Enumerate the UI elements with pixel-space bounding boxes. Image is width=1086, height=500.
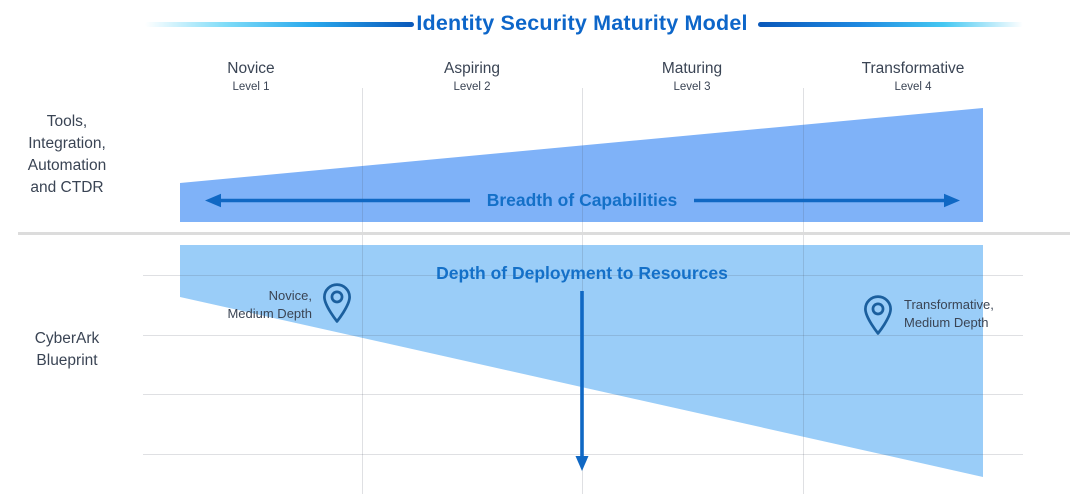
marker-label-transformative: Transformative, Medium Depth [904, 297, 994, 330]
page-title: Identity Security Maturity Model [416, 11, 748, 35]
section-divider [18, 232, 1070, 235]
vertical-gridline [362, 88, 363, 494]
column-level: Level 1 [232, 81, 270, 93]
location-pin-icon [323, 283, 351, 323]
row-label-tools: Tools, Integration, Automation and CTDR [27, 113, 107, 196]
row-label-blueprint: CyberArk Blueprint [34, 330, 100, 369]
vertical-gridline [803, 88, 804, 494]
breadth-wedge-shape [180, 108, 983, 222]
depth-arrow-icon [575, 291, 589, 471]
marker-label-novice: Novice, Medium Depth [227, 288, 312, 321]
column-name: Maturing [661, 60, 723, 77]
column-header-aspiring: Aspiring Level 2 [362, 60, 582, 93]
title-rule-right [758, 22, 1023, 27]
column-level: Level 4 [894, 81, 932, 93]
breadth-band-label: Breadth of Capabilities [486, 190, 678, 210]
column-header-transformative: Transformative Level 4 [803, 60, 1023, 93]
horizontal-gridline [143, 275, 1023, 276]
column-header-novice: Novice Level 1 [141, 60, 361, 93]
column-level: Level 3 [673, 81, 711, 93]
breadth-arrow-icon [205, 193, 960, 208]
location-pin-icon [864, 295, 892, 335]
column-name: Novice [227, 60, 275, 77]
depth-band-label: Depth of Deployment to Resources [436, 263, 728, 283]
column-level: Level 2 [453, 81, 491, 93]
title-rule-left [145, 22, 414, 27]
column-name: Transformative [861, 60, 965, 77]
column-header-maturing: Maturing Level 3 [582, 60, 802, 93]
column-name: Aspiring [444, 60, 500, 77]
